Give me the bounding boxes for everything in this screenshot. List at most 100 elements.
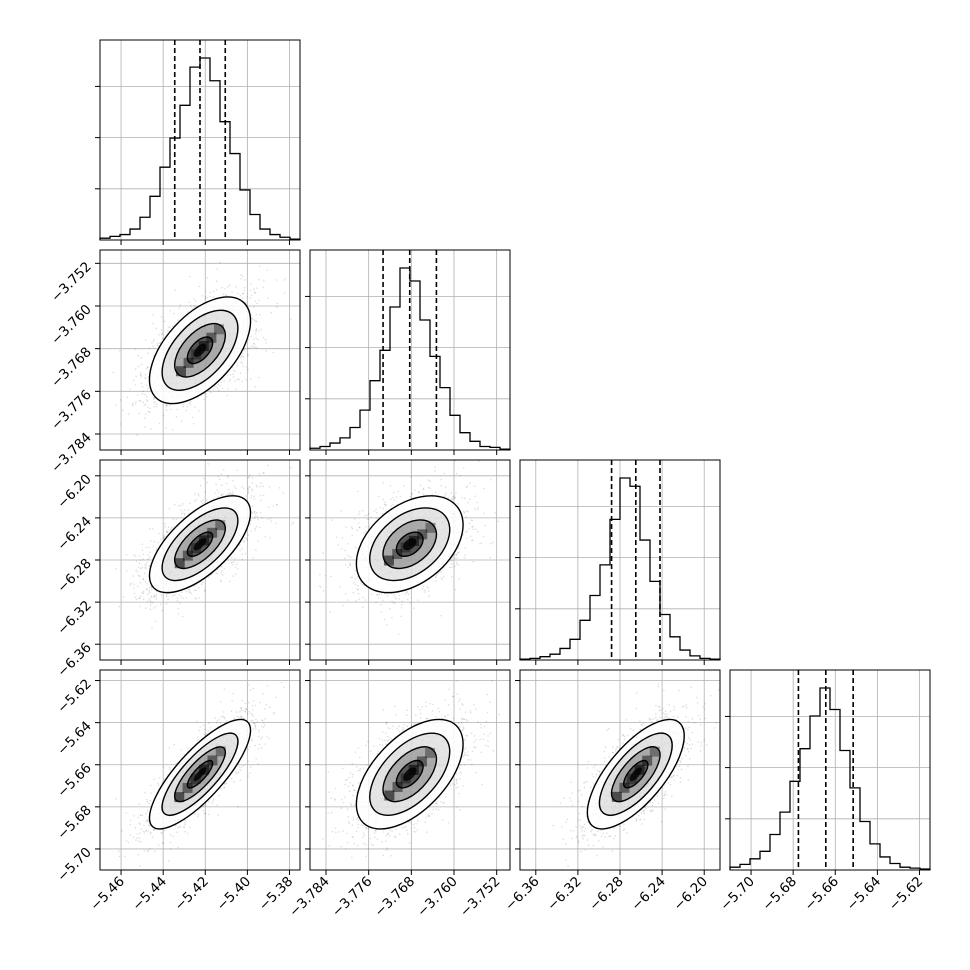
sample-point	[144, 377, 146, 379]
sample-point	[182, 403, 184, 406]
sample-point	[392, 491, 395, 494]
sample-point	[220, 571, 223, 574]
sample-point	[203, 590, 206, 592]
sample-point	[162, 537, 164, 539]
sample-point	[398, 598, 400, 600]
sample-point	[206, 296, 208, 299]
contour-line-1	[174, 322, 226, 378]
density-bin	[174, 558, 185, 569]
sample-point	[200, 500, 202, 503]
sample-point	[227, 286, 229, 288]
sample-point	[251, 488, 253, 490]
sample-point	[241, 558, 244, 561]
sample-point	[189, 402, 191, 404]
sample-point	[192, 452, 194, 454]
sample-point	[236, 378, 239, 380]
sample-point	[262, 472, 265, 474]
sample-point	[252, 342, 255, 345]
sample-point	[365, 530, 367, 533]
sample-point	[349, 564, 351, 566]
sample-point	[159, 341, 162, 344]
sample-point	[152, 314, 154, 316]
sample-point	[244, 537, 246, 539]
sample-point	[244, 348, 246, 350]
sample-point	[165, 404, 168, 407]
sample-point	[411, 493, 414, 496]
sample-point	[119, 423, 122, 425]
sample-point	[212, 388, 215, 391]
sample-point	[470, 539, 473, 542]
sample-point	[483, 512, 485, 515]
sample-point	[149, 527, 151, 530]
sample-point	[145, 607, 147, 609]
sample-point	[356, 576, 359, 578]
sample-point	[239, 372, 242, 374]
sample-point	[173, 503, 176, 506]
sample-point	[422, 493, 424, 495]
sample-point	[450, 560, 452, 562]
sample-point	[195, 584, 198, 586]
sample-point	[153, 607, 155, 609]
sample-point	[165, 427, 167, 429]
sample-point	[255, 313, 258, 316]
sample-point	[143, 572, 146, 575]
sample-point	[148, 587, 150, 589]
sample-point	[257, 376, 260, 379]
sample-point	[249, 289, 252, 292]
sample-point	[135, 560, 138, 563]
sample-point	[382, 482, 384, 484]
sample-point	[153, 594, 156, 597]
sample-point	[254, 386, 257, 388]
sample-point	[146, 588, 148, 590]
sample-point	[254, 527, 256, 530]
sample-point	[135, 400, 137, 403]
sample-point	[453, 495, 456, 497]
sample-point	[216, 268, 218, 270]
sample-point	[233, 557, 236, 560]
sample-point	[139, 399, 142, 402]
sample-point	[241, 275, 244, 278]
sample-point	[255, 337, 257, 339]
sample-point	[136, 394, 139, 396]
sample-point	[149, 599, 152, 602]
sample-point	[468, 528, 470, 530]
sample-point	[129, 388, 131, 390]
sample-point	[156, 342, 159, 344]
sample-point	[175, 518, 178, 521]
sample-point	[237, 292, 239, 295]
sample-point	[228, 284, 231, 286]
sample-point	[255, 320, 257, 323]
sample-point	[144, 339, 147, 341]
sample-point	[410, 492, 413, 495]
sample-point	[228, 380, 231, 383]
sample-point	[262, 336, 265, 339]
sample-point	[167, 329, 169, 332]
sample-point	[146, 453, 148, 455]
sample-point	[125, 554, 127, 556]
sample-point	[197, 397, 199, 399]
sample-point	[218, 478, 221, 481]
sample-point	[231, 561, 233, 564]
sample-point	[242, 292, 244, 295]
sample-point	[259, 485, 262, 488]
sample-point	[210, 391, 212, 394]
sample-point	[249, 347, 251, 349]
sample-point	[150, 540, 152, 542]
sample-point	[462, 510, 465, 513]
sample-point	[253, 338, 255, 340]
sample-point	[142, 401, 144, 404]
sample-point	[274, 522, 277, 525]
sample-point	[427, 479, 430, 481]
sample-point	[381, 512, 384, 515]
sample-point	[247, 347, 249, 349]
sample-point	[347, 555, 349, 557]
sample-point	[153, 398, 155, 400]
sample-point	[456, 472, 458, 475]
sample-point	[154, 401, 156, 403]
sample-point	[267, 243, 269, 245]
sample-point	[186, 405, 188, 408]
sample-point	[262, 494, 265, 497]
sample-point	[386, 595, 389, 597]
sample-point	[112, 371, 114, 374]
sample-point	[365, 599, 367, 601]
